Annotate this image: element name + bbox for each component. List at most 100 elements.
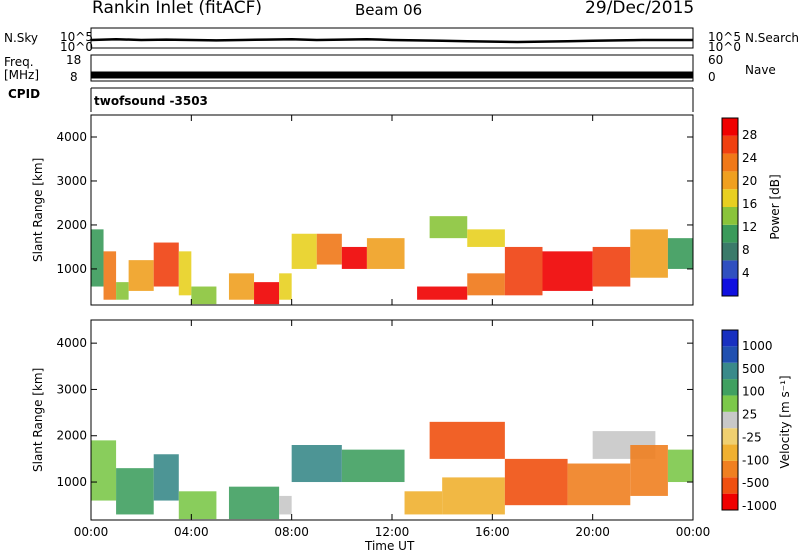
nave-tick-bottom: 0 [708, 70, 716, 84]
power-cell [153, 242, 179, 287]
velocity-cell [630, 445, 668, 496]
power-cell [254, 282, 280, 305]
power-cell [467, 273, 505, 296]
power-colorbar-label: Power [dB] [768, 174, 782, 240]
power-ytick-label: 4000 [56, 130, 87, 144]
velocity-colorbar-frame [721, 329, 739, 511]
xtick-label: 04:00 [174, 525, 209, 539]
velocity-colorbar-tick: 100 [742, 385, 765, 399]
power-colorbar-tick: 16 [742, 197, 757, 211]
power-colorbar-swatch [722, 171, 738, 190]
velocity-cell [116, 468, 154, 515]
velocity-cell [291, 445, 342, 483]
velocity-colorbar-swatch [722, 330, 738, 347]
velocity-colorbar-swatch [722, 346, 738, 363]
date-label: 29/Dec/2015 [585, 0, 695, 18]
power-colorbar-tick: 24 [742, 151, 757, 165]
velocity-colorbar-tick: 500 [742, 362, 765, 376]
velocity-colorbar-tick: -500 [742, 476, 769, 490]
power-cell [592, 246, 631, 287]
velocity-colorbar-tick: -1000 [742, 499, 777, 513]
velocity-colorbar-tick: 25 [742, 408, 757, 422]
nsky-series-line [90, 37, 693, 44]
nsearch-tick-bottom: 10^0 [708, 40, 741, 54]
velocity-ytick-label: 2000 [56, 429, 87, 443]
freq-frame [90, 54, 694, 82]
power-colorbar-tick: 20 [742, 174, 757, 188]
power-cell [667, 238, 693, 269]
power-colorbar-tick: 12 [742, 220, 757, 234]
power-colorbar-swatch [722, 189, 738, 207]
power-colorbar-tick: 8 [742, 243, 750, 257]
velocity-cell [504, 458, 568, 506]
velocity-colorbar-swatch [722, 411, 738, 429]
xtick-label: 00:00 [676, 525, 711, 539]
freq-label: Freq. [4, 55, 34, 69]
freq-series-band [91, 71, 693, 79]
velocity-colorbar-swatch [722, 379, 738, 396]
power-colorbar-swatch [722, 260, 738, 279]
freq-tick-top: 18 [66, 53, 82, 67]
power-colorbar-frame [721, 117, 739, 297]
power-cell [467, 229, 505, 247]
freq-tick-bottom: 8 [70, 70, 78, 84]
power-cell [103, 251, 117, 300]
nsearch-tick-top: 10^5 [708, 30, 741, 44]
power-cell [542, 251, 593, 291]
nave-label: Nave [745, 63, 776, 77]
velocity-cell [153, 454, 179, 501]
power-cell [341, 246, 367, 269]
velocity-cell [228, 486, 280, 520]
power-cell [366, 238, 405, 269]
velocity-cell [279, 495, 292, 515]
nsky-frame [90, 27, 694, 49]
power-colorbar-swatch [722, 118, 738, 136]
velocity-colorbar-tick: -100 [742, 453, 769, 467]
velocity-colorbar-swatch [722, 477, 738, 494]
xtick-label: 16:00 [475, 525, 510, 539]
cpid-value: twofsound -3503 [94, 94, 208, 108]
velocity-colorbar-swatch [722, 460, 738, 478]
beam-label: Beam 06 [355, 1, 423, 19]
velocity-colorbar-swatch [722, 444, 738, 461]
velocity-colorbar-swatch [722, 395, 738, 412]
power-colorbar-swatch [722, 153, 738, 172]
power-cell [91, 229, 104, 287]
nsky-tick-top: 10^5 [60, 30, 93, 44]
power-colorbar-swatch [722, 242, 738, 261]
xtick-label: 20:00 [575, 525, 610, 539]
power-cell [279, 273, 292, 300]
velocity-ylabel: Slant Range [km] [31, 367, 45, 472]
velocity-colorbar-tick: 1000 [742, 339, 773, 353]
power-cell [417, 286, 468, 300]
power-colorbar-tick: 28 [742, 128, 757, 142]
power-cell [116, 282, 129, 300]
power-ylabel: Slant Range [km] [31, 157, 45, 262]
power-cell [504, 246, 543, 296]
power-cell [128, 260, 154, 291]
velocity-colorbar-swatch [722, 493, 738, 510]
power-cell [191, 286, 217, 305]
power-colorbar-swatch [722, 224, 738, 243]
power-colorbar-swatch [722, 135, 738, 154]
velocity-cell [567, 463, 631, 506]
power-ytick-label: 1000 [56, 262, 87, 276]
nsky-tick-bottom: 10^0 [60, 40, 93, 54]
nsky-label: N.Sky [4, 31, 39, 45]
power-cell [316, 233, 342, 265]
velocity-colorbar-tick: -25 [742, 430, 762, 444]
x-axis-title: Time UT [365, 539, 415, 553]
velocity-cell [91, 440, 117, 501]
power-colorbar-swatch [722, 207, 738, 225]
velocity-ytick-label: 3000 [56, 382, 87, 396]
power-ytick-label: 2000 [56, 218, 87, 232]
power-colorbar-swatch [722, 278, 738, 296]
power-cell [630, 229, 668, 278]
power-cell [429, 216, 468, 239]
nsearch-label: N.Search [745, 31, 800, 45]
freq-unit: [MHz] [4, 68, 40, 82]
xtick-label: 12:00 [375, 525, 410, 539]
power-ytick-label: 3000 [56, 174, 87, 188]
power-colorbar-tick: 4 [742, 266, 750, 280]
